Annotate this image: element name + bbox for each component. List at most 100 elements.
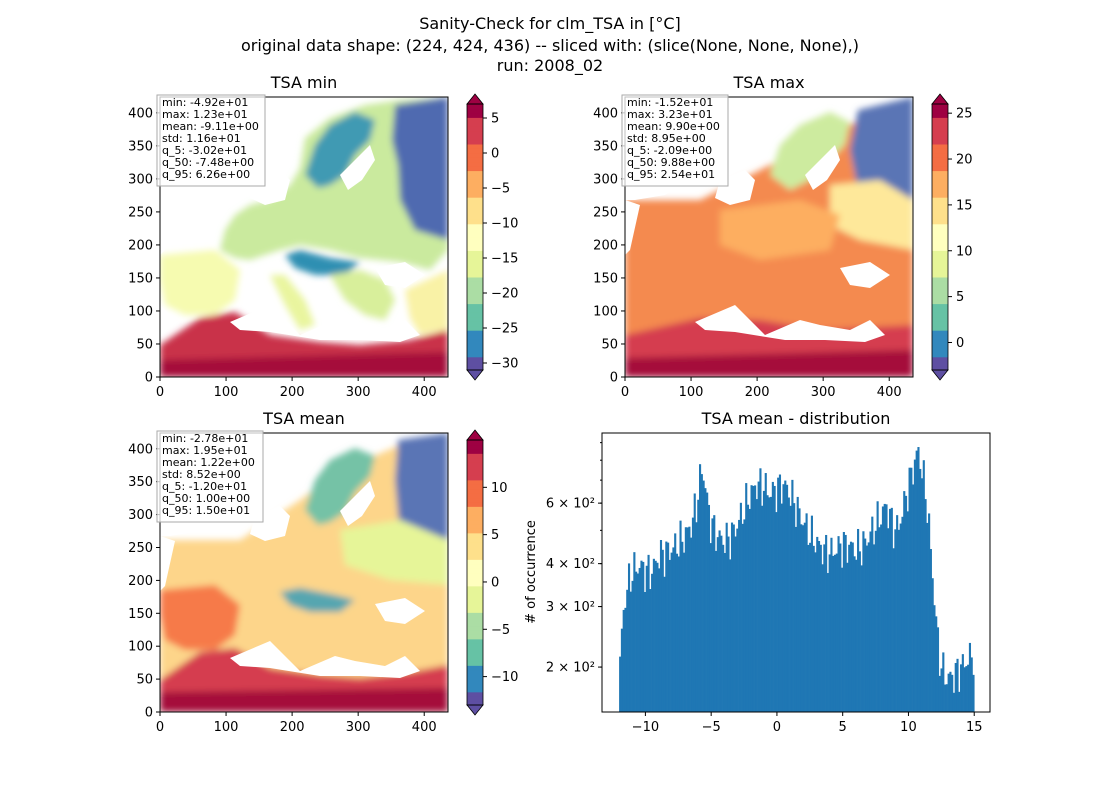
y-tick-label: 350 [593,139,618,154]
histogram-bar [876,501,879,712]
y-ticks: 0 50 100 150 200 250 300 350 400 [593,106,625,386]
histogram-bar [903,491,906,712]
colorbar: 0 5 10 15 20 25 [931,93,973,381]
colorbar-segment [932,325,948,331]
stat-line: mean: 9.90e+00 [627,120,720,133]
colorbar-segment [932,254,948,260]
colorbar-segment [467,669,483,675]
colorbar-segment [467,139,483,145]
colorbar-segment [467,210,483,216]
y-tick-label: 100 [128,304,153,319]
histogram-bar [707,504,711,712]
colorbar-segment [467,219,483,225]
x-tick-label: 0 [156,720,164,735]
colorbar-segment [932,241,948,247]
sea-atlantic-left [160,200,175,255]
histogram-bar [823,544,826,712]
histogram-bar [789,505,792,712]
histogram-bar [809,542,812,712]
histogram-bar [915,450,918,712]
colorbar-segment [467,594,483,600]
histogram-bar [761,505,764,712]
histogram-bar [750,485,753,712]
colorbar-tick-label: −10 [491,217,518,232]
histogram-bar [951,674,954,712]
histogram-bar [904,495,908,712]
stat-line: q_95: 1.50e+01 [162,504,250,517]
y-axis-label: # of occurrence [524,520,539,624]
colorbar-tick-label: 0 [956,336,964,351]
histogram-bar [729,559,732,712]
colorbar-segment [932,268,948,274]
histogram-bar [899,523,902,712]
stat-line: min: -2.78e+01 [162,432,248,445]
histogram-bar [858,551,861,712]
y-tick-label: 400 [128,106,153,121]
y-ticks: 2 × 10² 3 × 10² 4 × 10² 6 × 10² [546,442,602,676]
colorbar-segment [932,338,948,344]
histogram-bar [967,664,970,712]
colorbar-segment [932,356,948,362]
histogram-bar [654,560,657,712]
y-tick-label: 300 [128,508,153,523]
histogram-bar [961,654,964,712]
colorbar-tick-label: 0 [491,575,499,590]
histogram-bar [846,562,849,712]
x-tick-label: 400 [412,385,437,400]
histogram-bar [759,468,762,712]
histogram-bar [725,522,728,712]
panel-title: TSA min [270,73,337,92]
histogram-bar [825,534,828,712]
colorbar-segment [467,638,483,644]
x-tick-label: 0 [156,385,164,400]
colorbar-tick-label: 5 [956,290,964,305]
colorbar-segment [467,585,483,591]
histogram-bar [942,652,945,712]
axes-frame [159,432,449,713]
colorbar-tick-label: 0 [491,147,499,162]
map-land-italy [270,275,315,330]
colorbar-segment [467,268,483,274]
map-land-east [340,520,448,585]
histogram-bar [668,559,671,712]
panel-tsa-min: TSA min 0 100 200 300 400 050100150200250300… [128,73,518,400]
histogram-bar [833,554,837,712]
histogram-bar [890,507,893,712]
histogram-bar [848,544,851,712]
histogram-bar [720,535,723,712]
colorbar-segment [467,656,483,662]
histogram-bar [800,524,803,712]
colorbar-segment [932,130,948,136]
histogram-bar [786,484,789,712]
histogram-bar [837,536,840,712]
y-tick-label: 100 [593,304,618,319]
colorbar-segment [467,700,483,706]
colorbar-segment [932,228,948,234]
colorbar-segment [932,321,948,327]
histogram-bar [965,666,968,712]
colorbar-segment [467,166,483,172]
colorbar-segment [932,121,948,127]
colorbar-segment [467,506,483,512]
histogram-bar [622,609,625,712]
y-tick-label: 150 [593,271,618,286]
histogram-bar [651,573,654,712]
histogram-bar [631,580,634,712]
colorbar-segment [467,559,483,565]
colorbar-segment [467,205,483,211]
histogram-bar [922,460,925,712]
histogram-bar [718,530,721,712]
histogram-bar [798,508,801,712]
y-tick-label: 400 [128,442,153,457]
colorbar-segment [932,263,948,269]
colorbar-extend-min [931,369,949,381]
histogram-bar [929,549,932,712]
colorbar-segment [932,183,948,189]
colorbar-segment [932,272,948,278]
colorbar-segment [932,192,948,198]
stat-line: min: -4.92e+01 [162,96,248,109]
panel-tsa-mean-distribution: TSA mean - distribution −10 −5 0 5 10 15 2 × … [524,409,991,735]
colorbar-segment [467,303,483,309]
histogram-bar [754,485,757,712]
